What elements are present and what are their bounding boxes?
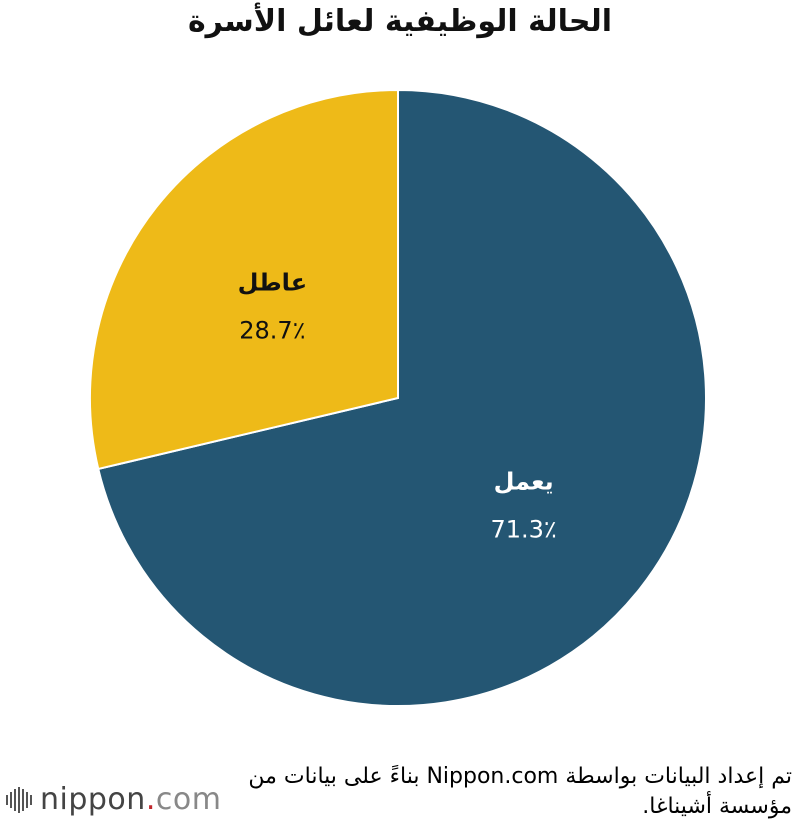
source-note: تم إعداد البيانات بواسطة Nippon.com بناء… — [248, 764, 792, 819]
nippon-logo[interactable]: nippon.com — [6, 782, 221, 817]
logo-wordmark: nippon.com — [40, 782, 222, 817]
pie-slice-0 — [97, 88, 707, 707]
slice-label-0: يعمل — [494, 467, 554, 495]
chart-title: الحالة الوظيفية لعائل الأسرة — [187, 4, 613, 39]
slice-value-1: 28.7٪ — [239, 317, 305, 345]
pie-chart: يعمل 71.3٪ عاطل 28.7٪ — [89, 88, 707, 707]
slice-label-1: عاطل — [238, 269, 307, 297]
sound-wave-bars-icon — [6, 786, 32, 813]
slice-value-0: 71.3٪ — [490, 515, 556, 543]
pie-slice-1 — [89, 88, 399, 471]
